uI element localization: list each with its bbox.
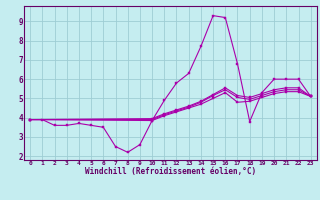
X-axis label: Windchill (Refroidissement éolien,°C): Windchill (Refroidissement éolien,°C) bbox=[85, 167, 256, 176]
